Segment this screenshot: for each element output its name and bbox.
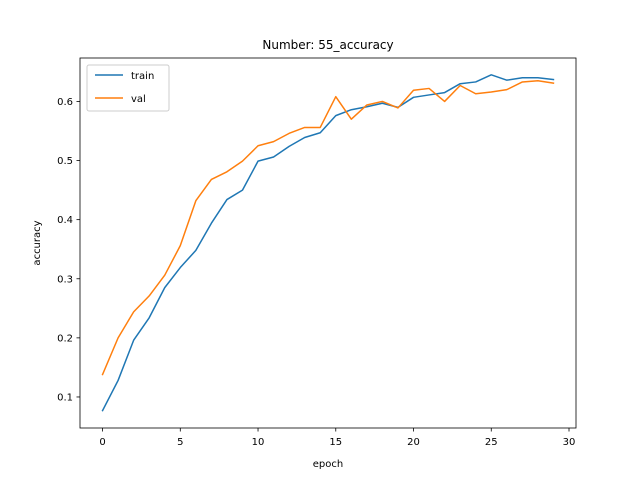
plot-area: [80, 58, 576, 428]
y-tick-label: 0.1: [57, 392, 73, 403]
x-axis-label: epoch: [313, 459, 343, 470]
y-tick-label: 0.5: [57, 156, 73, 167]
legend-box: [86, 64, 170, 112]
x-tick-label: 20: [407, 437, 420, 448]
x-tick-label: 25: [485, 437, 498, 448]
x-tick-label: 0: [99, 437, 105, 448]
y-tick-label: 0.6: [57, 97, 73, 108]
x-tick-label: 10: [252, 437, 265, 448]
y-axis-label: accuracy: [32, 220, 43, 265]
x-tick-label: 15: [329, 437, 342, 448]
plot-background: [80, 58, 576, 428]
x-tick-label: 5: [177, 437, 183, 448]
legend-label-val: val: [131, 94, 146, 105]
series-layer: [101, 74, 555, 412]
legend-label-train: train: [131, 71, 154, 82]
series-line-val: [101, 80, 555, 376]
x-axis-ticks: 0 5 10 15 20 25 30: [99, 428, 575, 448]
y-tick-label: 0.4: [57, 215, 73, 226]
series-line-train: [101, 74, 555, 412]
y-tick-label: 0.3: [57, 274, 73, 285]
y-tick-label: 0.2: [57, 333, 73, 344]
y-axis-ticks: 0.1 0.2 0.3 0.4 0.5 0.6: [57, 97, 80, 403]
plot-frame: [79, 57, 577, 429]
chart-title: Number: 55_accuracy: [262, 38, 393, 52]
legend: train val: [86, 64, 170, 112]
x-tick-label: 30: [563, 437, 576, 448]
